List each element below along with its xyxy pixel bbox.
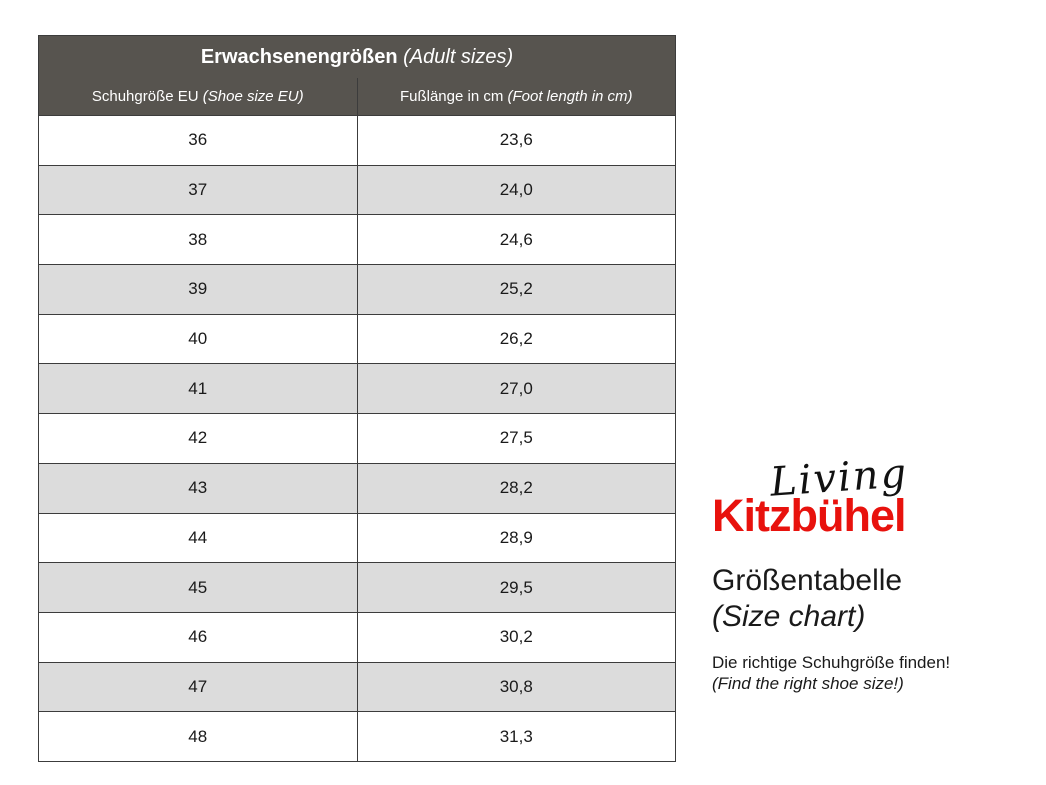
shoe-size-cell: 39 (38, 264, 358, 315)
foot-length-cell: 30,2 (356, 611, 676, 663)
caption-title-sub: (Size chart) (712, 600, 866, 633)
caption-block: Größentabelle (Size chart) Die richtige … (712, 563, 950, 694)
brand-logo-name: Kitzbühel (712, 490, 906, 541)
foot-length-cell: 31,3 (356, 711, 676, 762)
table-row: 40 26,2 (38, 313, 676, 365)
brand-logo: Living Kitzbühel (712, 450, 972, 562)
caption-title: Größentabelle (712, 564, 903, 597)
table-title-main: Erwachsenengrößen (200, 45, 398, 68)
foot-length-cell: 23,6 (356, 115, 676, 166)
foot-length-cell: 24,0 (356, 164, 676, 216)
foot-length-cell: 28,9 (356, 512, 676, 564)
table-row: 38 24,6 (38, 214, 676, 266)
table-row: 43 28,2 (38, 462, 676, 514)
column-header-foot-length: Fußlänge in cm (Foot length in cm) (356, 78, 676, 116)
shoe-size-cell: 47 (38, 661, 358, 713)
shoe-size-cell: 45 (38, 562, 358, 613)
column-header-foot-length-sub: (Foot length in cm) (507, 88, 633, 105)
column-header-shoe-size-sub: (Shoe size EU) (202, 88, 304, 105)
table-title-sub: (Adult sizes) (403, 45, 514, 68)
brand-logo-script-word: Living (768, 450, 910, 506)
shoe-size-cell: 44 (38, 512, 358, 564)
column-header-foot-length-label: Fußlänge in cm (399, 88, 504, 105)
table-row: 37 24,0 (38, 164, 676, 216)
column-header-shoe-size-label: Schuhgröße EU (91, 88, 199, 105)
foot-length-cell: 26,2 (356, 313, 676, 365)
foot-length-cell: 27,0 (356, 363, 676, 415)
table-row: 48 31,3 (38, 711, 676, 762)
shoe-size-cell: 48 (38, 711, 358, 762)
shoe-size-cell: 37 (38, 164, 358, 216)
table-row: 46 30,2 (38, 611, 676, 663)
table-title-row: Erwachsenengrößen (Adult sizes) (38, 35, 676, 78)
table-body: 36 23,6 37 24,0 38 24,6 39 25,2 40 26,2 … (38, 115, 676, 762)
shoe-size-cell: 46 (38, 611, 358, 663)
shoe-size-cell: 38 (38, 214, 358, 266)
foot-length-cell: 24,6 (356, 214, 676, 266)
table-row: 36 23,6 (38, 115, 676, 166)
caption-tagline: Die richtige Schuhgröße finden! (712, 653, 951, 672)
shoe-size-cell: 36 (38, 115, 358, 166)
table-row: 39 25,2 (38, 264, 676, 315)
column-header-shoe-size: Schuhgröße EU (Shoe size EU) (38, 78, 358, 116)
shoe-size-cell: 43 (38, 462, 358, 514)
table-row: 44 28,9 (38, 512, 676, 564)
foot-length-cell: 27,5 (356, 413, 676, 464)
shoe-size-cell: 42 (38, 413, 358, 464)
shoe-size-cell: 41 (38, 363, 358, 415)
caption-tagline-sub: (Find the right shoe size!) (712, 674, 904, 693)
foot-length-cell: 29,5 (356, 562, 676, 613)
size-chart-table: Erwachsenengrößen (Adult sizes) Schuhgrö… (38, 35, 676, 762)
table-header-row: Schuhgröße EU (Shoe size EU) Fußlänge in… (38, 78, 676, 116)
foot-length-cell: 28,2 (356, 462, 676, 514)
table-row: 47 30,8 (38, 661, 676, 713)
shoe-size-cell: 40 (38, 313, 358, 365)
table-row: 41 27,0 (38, 363, 676, 415)
table-title: Erwachsenengrößen (Adult sizes) (38, 35, 676, 78)
foot-length-cell: 25,2 (356, 264, 676, 315)
table-row: 45 29,5 (38, 562, 676, 613)
foot-length-cell: 30,8 (356, 661, 676, 713)
table-row: 42 27,5 (38, 413, 676, 464)
